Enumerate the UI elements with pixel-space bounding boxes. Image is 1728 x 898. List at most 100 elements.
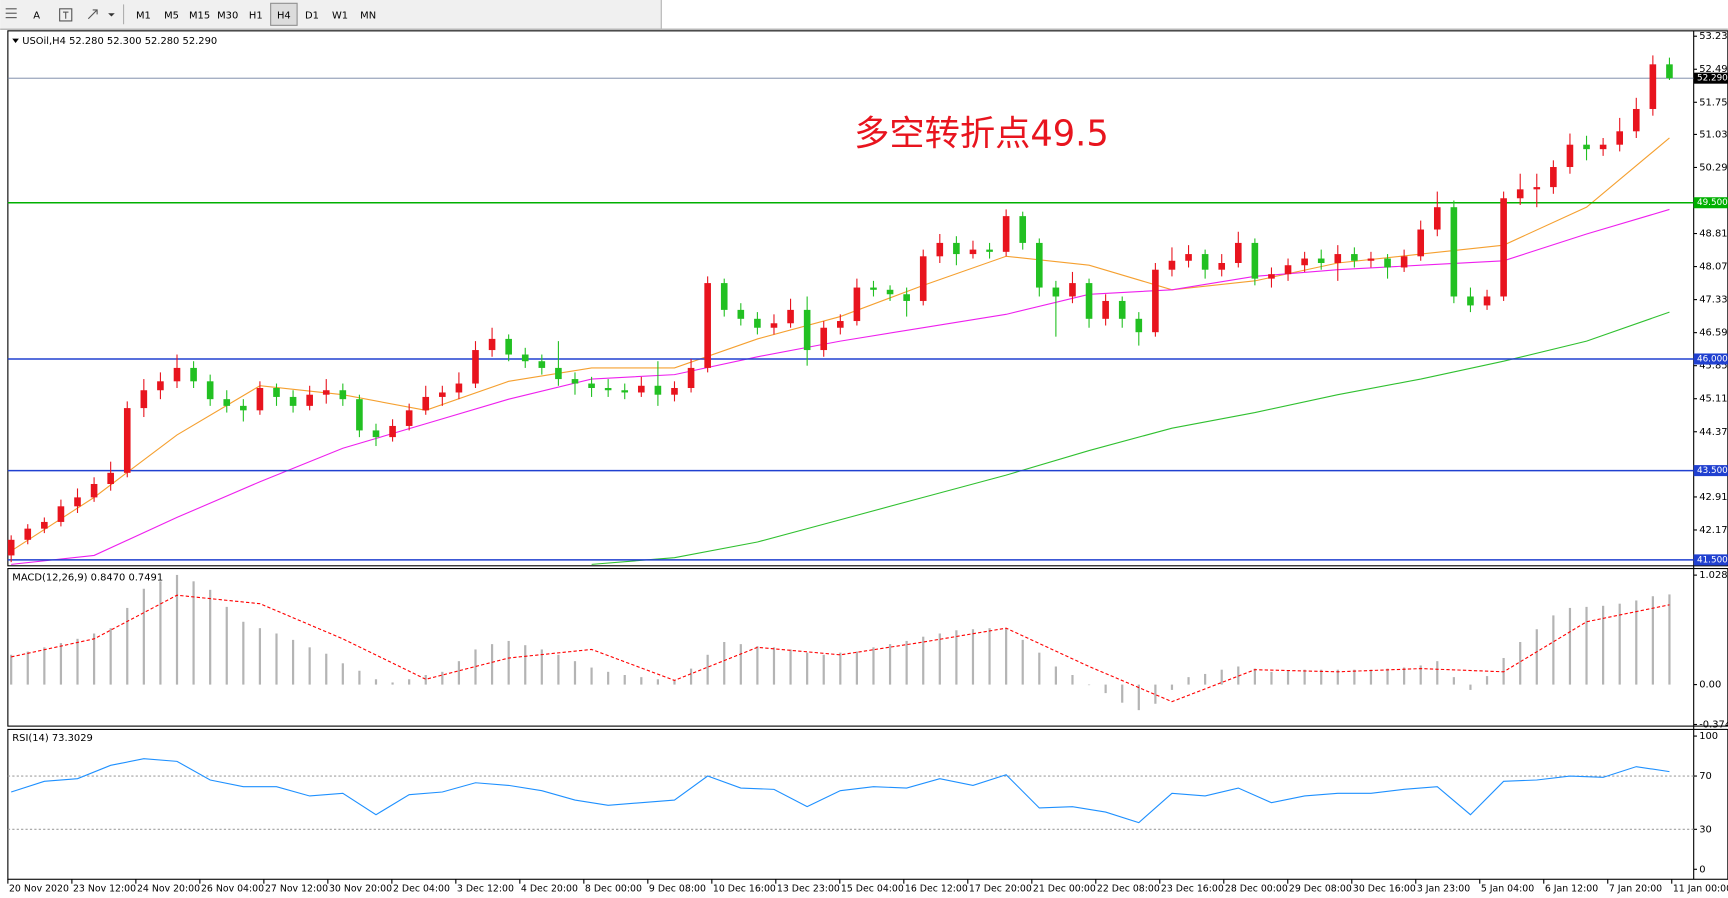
candle-body: [1284, 265, 1292, 275]
macd-bar: [291, 639, 295, 685]
x-tick-label: 29 Dec 08:00: [1289, 884, 1352, 895]
candle-body: [1566, 144, 1574, 168]
macd-bar: [1635, 600, 1638, 685]
macd-bar: [573, 661, 577, 685]
macd-bar: [922, 636, 925, 685]
timeframe-button[interactable]: M15: [189, 10, 210, 21]
price-label: 52.290: [1697, 74, 1728, 84]
price-label: 46.000: [1697, 354, 1728, 364]
macd-bar: [557, 654, 560, 685]
macd-bar: [159, 581, 162, 685]
candle-body: [488, 338, 496, 351]
y-tick-label: 42.910: [1699, 492, 1728, 503]
macd-bar: [1204, 673, 1207, 685]
macd-bar: [1668, 594, 1671, 685]
candle-body: [240, 405, 247, 411]
macd-bar: [872, 647, 875, 685]
candle-body: [173, 367, 181, 382]
x-tick-label: 4 Dec 20:00: [521, 884, 578, 895]
candle-body: [107, 472, 114, 484]
macd-bar: [43, 647, 46, 685]
x-tick-label: 22 Dec 08:00: [1097, 884, 1160, 895]
candle-body: [273, 388, 280, 397]
candle-body: [372, 430, 380, 438]
candle-body: [306, 394, 313, 406]
candle-body: [74, 497, 81, 507]
timeframe-button[interactable]: D1: [305, 10, 319, 21]
candle-body: [588, 383, 595, 389]
y-tick-label: 51.030: [1699, 129, 1728, 140]
macd-bar: [258, 628, 262, 685]
arrows-icon[interactable]: [87, 9, 115, 20]
candle-body: [123, 408, 131, 473]
macd-bar: [1618, 603, 1621, 685]
x-tick-label: 21 Dec 00:00: [1033, 884, 1096, 895]
grid-icon[interactable]: [5, 8, 17, 19]
annotation: 多空转折点49.5: [854, 114, 1109, 155]
candle-body: [1002, 216, 1010, 252]
macd-bar: [590, 667, 593, 685]
timeframe-button[interactable]: H4: [277, 10, 291, 21]
candle-body: [41, 521, 48, 529]
y-tick-label: 52.490: [1699, 64, 1728, 75]
macd-bar: [905, 640, 908, 685]
macd-bar: [822, 654, 825, 685]
macd-bar: [1403, 667, 1406, 685]
macd-bar: [275, 633, 278, 685]
candle-body: [1500, 198, 1507, 297]
macd-bar: [1336, 669, 1339, 685]
macd-bar: [424, 675, 427, 685]
price-label: 49.500: [1697, 198, 1728, 208]
candle-body: [1118, 300, 1126, 319]
macd-bar: [673, 680, 676, 685]
timeframe-button[interactable]: M30: [217, 10, 238, 21]
collapse-arrow[interactable]: [12, 38, 19, 43]
toolbar-bg: [0, 0, 662, 29]
candle-body: [472, 350, 479, 384]
candle-body: [754, 318, 761, 328]
macd-bar: [1270, 671, 1273, 685]
candle-body: [90, 483, 98, 498]
candle-body: [770, 323, 778, 328]
candle-body: [1632, 108, 1640, 132]
y-tick-label: 0.00: [1699, 680, 1721, 691]
y-tick-label: 45.110: [1699, 394, 1728, 405]
x-tick-label: 7 Jan 20:00: [1609, 884, 1662, 895]
candle-body: [886, 289, 894, 295]
macd-bar: [76, 638, 79, 685]
macd-bar: [1170, 684, 1174, 690]
macd-bar: [1104, 684, 1107, 694]
candle-body: [1085, 283, 1093, 319]
candle-body: [671, 388, 678, 395]
timeframe-button[interactable]: M5: [164, 10, 179, 21]
candle-body: [1367, 258, 1375, 261]
candle-body: [140, 390, 148, 409]
macd-bar: [623, 675, 626, 685]
timeframe-button[interactable]: H1: [249, 10, 263, 21]
candle-body: [638, 385, 645, 393]
label-icon[interactable]: [59, 8, 73, 22]
x-tick-label: 27 Nov 12:00: [265, 884, 328, 895]
timeframe-button[interactable]: M1: [136, 10, 151, 21]
macd-bar: [540, 649, 543, 685]
timeframe-button[interactable]: W1: [332, 10, 348, 21]
macd-bar: [806, 652, 809, 685]
candle-body: [256, 388, 264, 411]
candle-body: [1649, 64, 1657, 109]
candle-body: [1666, 64, 1673, 79]
candle-body: [223, 399, 231, 406]
timeframe-button[interactable]: MN: [360, 10, 376, 21]
signal-line: [11, 594, 1670, 703]
candle-body: [422, 396, 430, 411]
macd-bar: [325, 653, 328, 685]
candle-body: [737, 309, 745, 319]
text-tool[interactable]: A: [33, 10, 40, 21]
macd-bar: [689, 668, 693, 685]
macd-bar: [1071, 675, 1074, 685]
macd-bar: [1087, 684, 1091, 686]
candle-body: [1201, 254, 1209, 270]
candle-body: [322, 390, 330, 395]
macd-bar: [457, 661, 461, 685]
